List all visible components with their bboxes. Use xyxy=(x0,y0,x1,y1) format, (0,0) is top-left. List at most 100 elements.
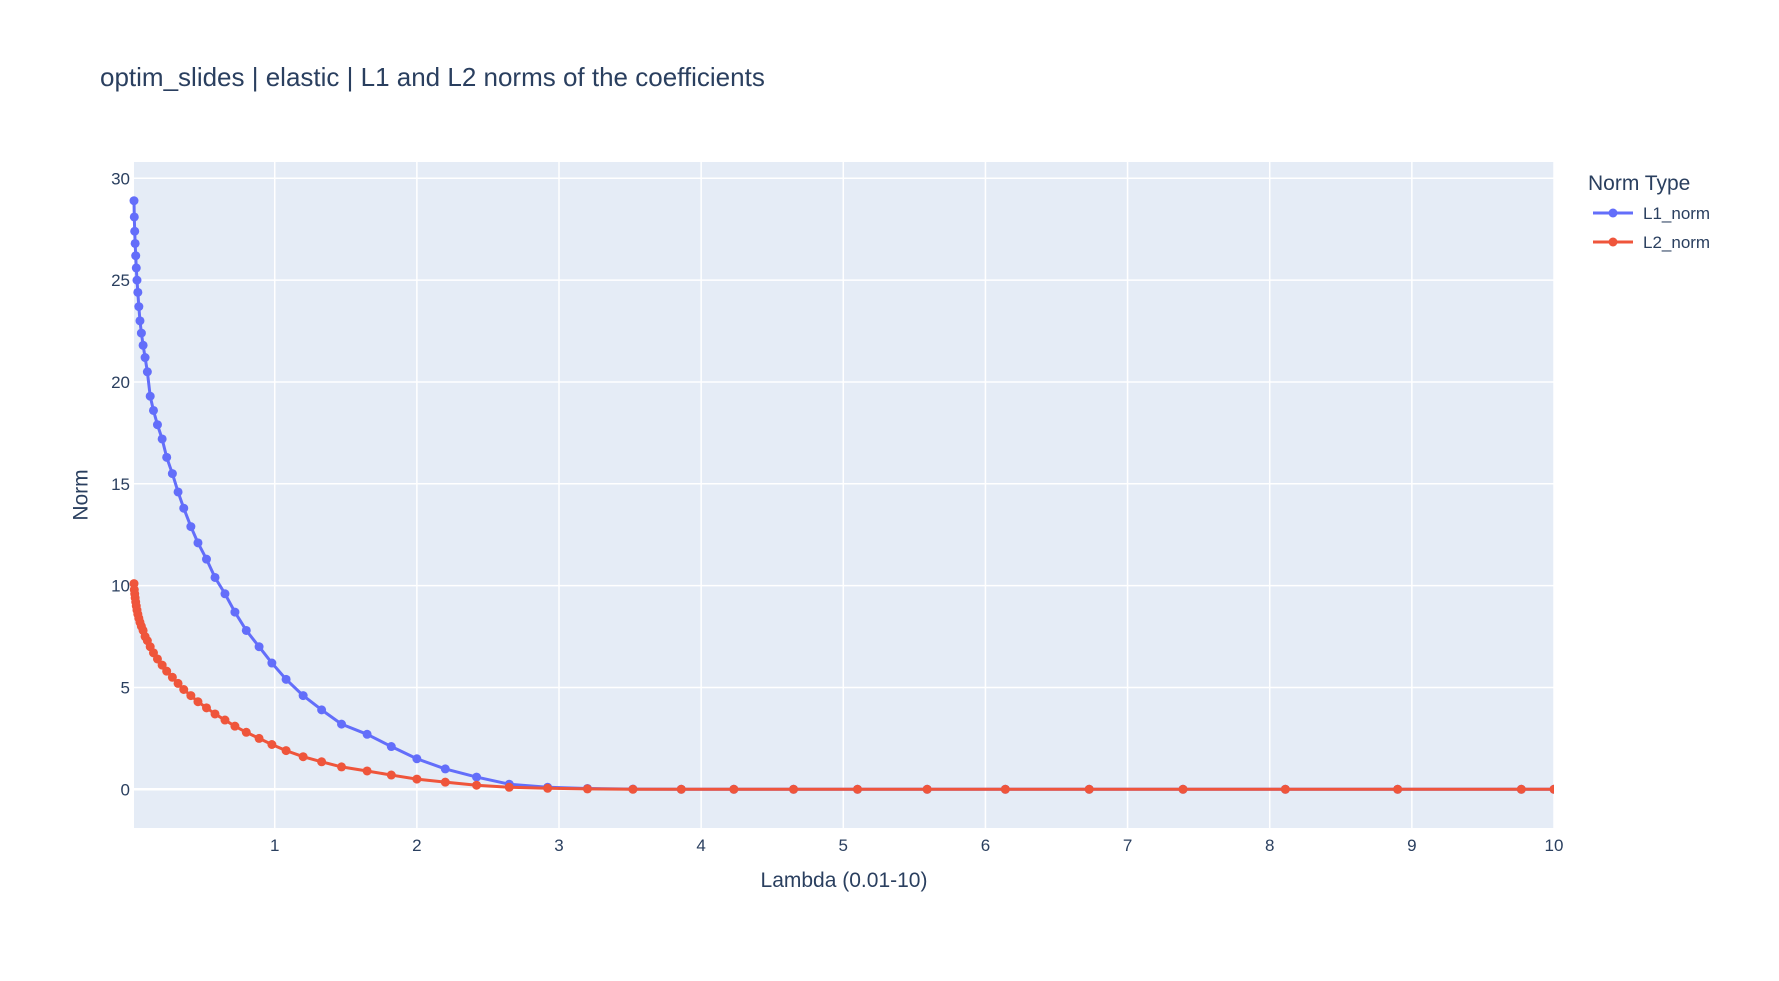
data-point-L1_norm xyxy=(220,589,230,599)
data-point-L1_norm xyxy=(412,754,422,764)
x-tick-label: 7 xyxy=(1123,836,1132,855)
data-point-L2_norm xyxy=(412,774,422,784)
data-point-L2_norm xyxy=(230,721,240,731)
data-point-L2_norm xyxy=(362,766,372,776)
data-point-L1_norm xyxy=(145,391,155,401)
data-point-L2_norm xyxy=(152,654,162,664)
data-point-L1_norm xyxy=(179,503,189,513)
y-tick-label: 15 xyxy=(111,475,130,494)
data-point-L2_norm xyxy=(298,752,308,762)
data-point-L1_norm xyxy=(129,196,139,206)
data-point-L2_norm xyxy=(628,784,638,794)
data-point-L1_norm xyxy=(133,287,143,297)
x-tick-label: 1 xyxy=(270,836,279,855)
x-tick-label: 2 xyxy=(412,836,421,855)
data-point-L2_norm xyxy=(167,672,177,682)
data-point-L2_norm xyxy=(922,784,932,794)
chart-title: optim_slides | elastic | L1 and L2 norms… xyxy=(100,62,765,92)
x-tick-label: 10 xyxy=(1545,836,1564,855)
legend-marker xyxy=(1608,208,1618,218)
data-point-L1_norm xyxy=(142,367,152,377)
data-point-L2_norm xyxy=(193,697,203,707)
data-point-L1_norm xyxy=(362,729,372,739)
data-point-L2_norm xyxy=(1000,784,1010,794)
data-point-L1_norm xyxy=(241,625,251,635)
x-tick-label: 5 xyxy=(839,836,848,855)
x-axis-title: Lambda (0.01-10) xyxy=(761,869,928,892)
data-point-L2_norm xyxy=(254,733,264,743)
data-point-L2_norm xyxy=(281,746,291,756)
data-point-L1_norm xyxy=(254,642,264,652)
legend-label: L2_norm xyxy=(1643,233,1710,252)
data-point-L2_norm xyxy=(853,784,863,794)
data-point-L2_norm xyxy=(1516,784,1526,794)
legend-title: Norm Type xyxy=(1588,172,1690,195)
data-point-L1_norm xyxy=(135,316,145,326)
data-point-L1_norm xyxy=(186,522,196,532)
x-tick-label: 9 xyxy=(1407,836,1416,855)
data-point-L2_norm xyxy=(543,783,553,793)
legend-marker xyxy=(1608,237,1618,247)
data-point-L2_norm xyxy=(1178,784,1188,794)
data-point-L1_norm xyxy=(267,658,277,668)
x-tick-label: 8 xyxy=(1265,836,1274,855)
data-point-L1_norm xyxy=(130,238,140,248)
data-point-L1_norm xyxy=(129,212,139,222)
legend-label: L1_norm xyxy=(1643,204,1710,223)
data-point-L1_norm xyxy=(386,742,396,752)
y-axis-title: Norm xyxy=(69,469,92,520)
data-point-L2_norm xyxy=(210,709,220,719)
data-point-L1_norm xyxy=(140,353,150,363)
data-point-L1_norm xyxy=(230,607,240,617)
y-tick-label: 20 xyxy=(111,373,130,392)
data-point-L1_norm xyxy=(210,572,220,582)
data-point-L1_norm xyxy=(173,487,183,497)
data-point-L1_norm xyxy=(134,302,144,312)
data-point-L2_norm xyxy=(201,703,211,713)
data-point-L1_norm xyxy=(167,469,177,479)
data-point-L2_norm xyxy=(1393,784,1403,794)
data-point-L2_norm xyxy=(337,762,347,772)
data-point-L2_norm xyxy=(220,715,230,725)
data-point-L2_norm xyxy=(317,757,327,767)
data-point-L1_norm xyxy=(138,340,148,350)
data-point-L1_norm xyxy=(193,538,203,548)
data-point-L1_norm xyxy=(157,434,167,444)
data-point-L1_norm xyxy=(130,226,140,236)
data-point-L2_norm xyxy=(729,784,739,794)
data-point-L1_norm xyxy=(152,420,162,430)
data-point-L1_norm xyxy=(132,275,142,285)
x-tick-label: 3 xyxy=(554,836,563,855)
data-point-L1_norm xyxy=(337,719,347,729)
data-point-L1_norm xyxy=(298,691,308,701)
x-tick-label: 6 xyxy=(981,836,990,855)
legend-item-L2_norm: L2_norm xyxy=(1593,233,1710,252)
series-L2_norm xyxy=(129,579,1554,794)
data-point-L1_norm xyxy=(201,554,211,564)
data-point-L1_norm xyxy=(317,705,327,715)
x-tick-label: 4 xyxy=(696,836,705,855)
y-tick-label: 5 xyxy=(121,678,130,697)
data-point-L1_norm xyxy=(162,452,172,462)
data-point-L2_norm xyxy=(472,780,482,790)
legend-item-L1_norm: L1_norm xyxy=(1593,204,1710,223)
data-point-L2_norm xyxy=(186,691,196,701)
series-layer xyxy=(129,196,1554,794)
data-point-L2_norm xyxy=(789,784,799,794)
data-point-L1_norm xyxy=(131,251,141,261)
data-point-L2_norm xyxy=(241,727,251,737)
y-tick-label: 25 xyxy=(111,271,130,290)
data-point-L1_norm xyxy=(136,328,146,338)
data-point-L2_norm xyxy=(1280,784,1290,794)
data-point-L2_norm xyxy=(386,770,396,780)
data-point-L1_norm xyxy=(131,263,141,273)
data-point-L2_norm xyxy=(1549,784,1554,794)
legend: Norm Type L1_norm L2_norm xyxy=(1588,172,1710,252)
data-point-L2_norm xyxy=(162,666,172,676)
data-point-L2_norm xyxy=(676,784,686,794)
data-point-L1_norm xyxy=(281,674,291,684)
y-tick-label: 30 xyxy=(111,169,130,188)
y-axis-ticks: 0 5 10 15 20 25 30 xyxy=(111,169,130,799)
